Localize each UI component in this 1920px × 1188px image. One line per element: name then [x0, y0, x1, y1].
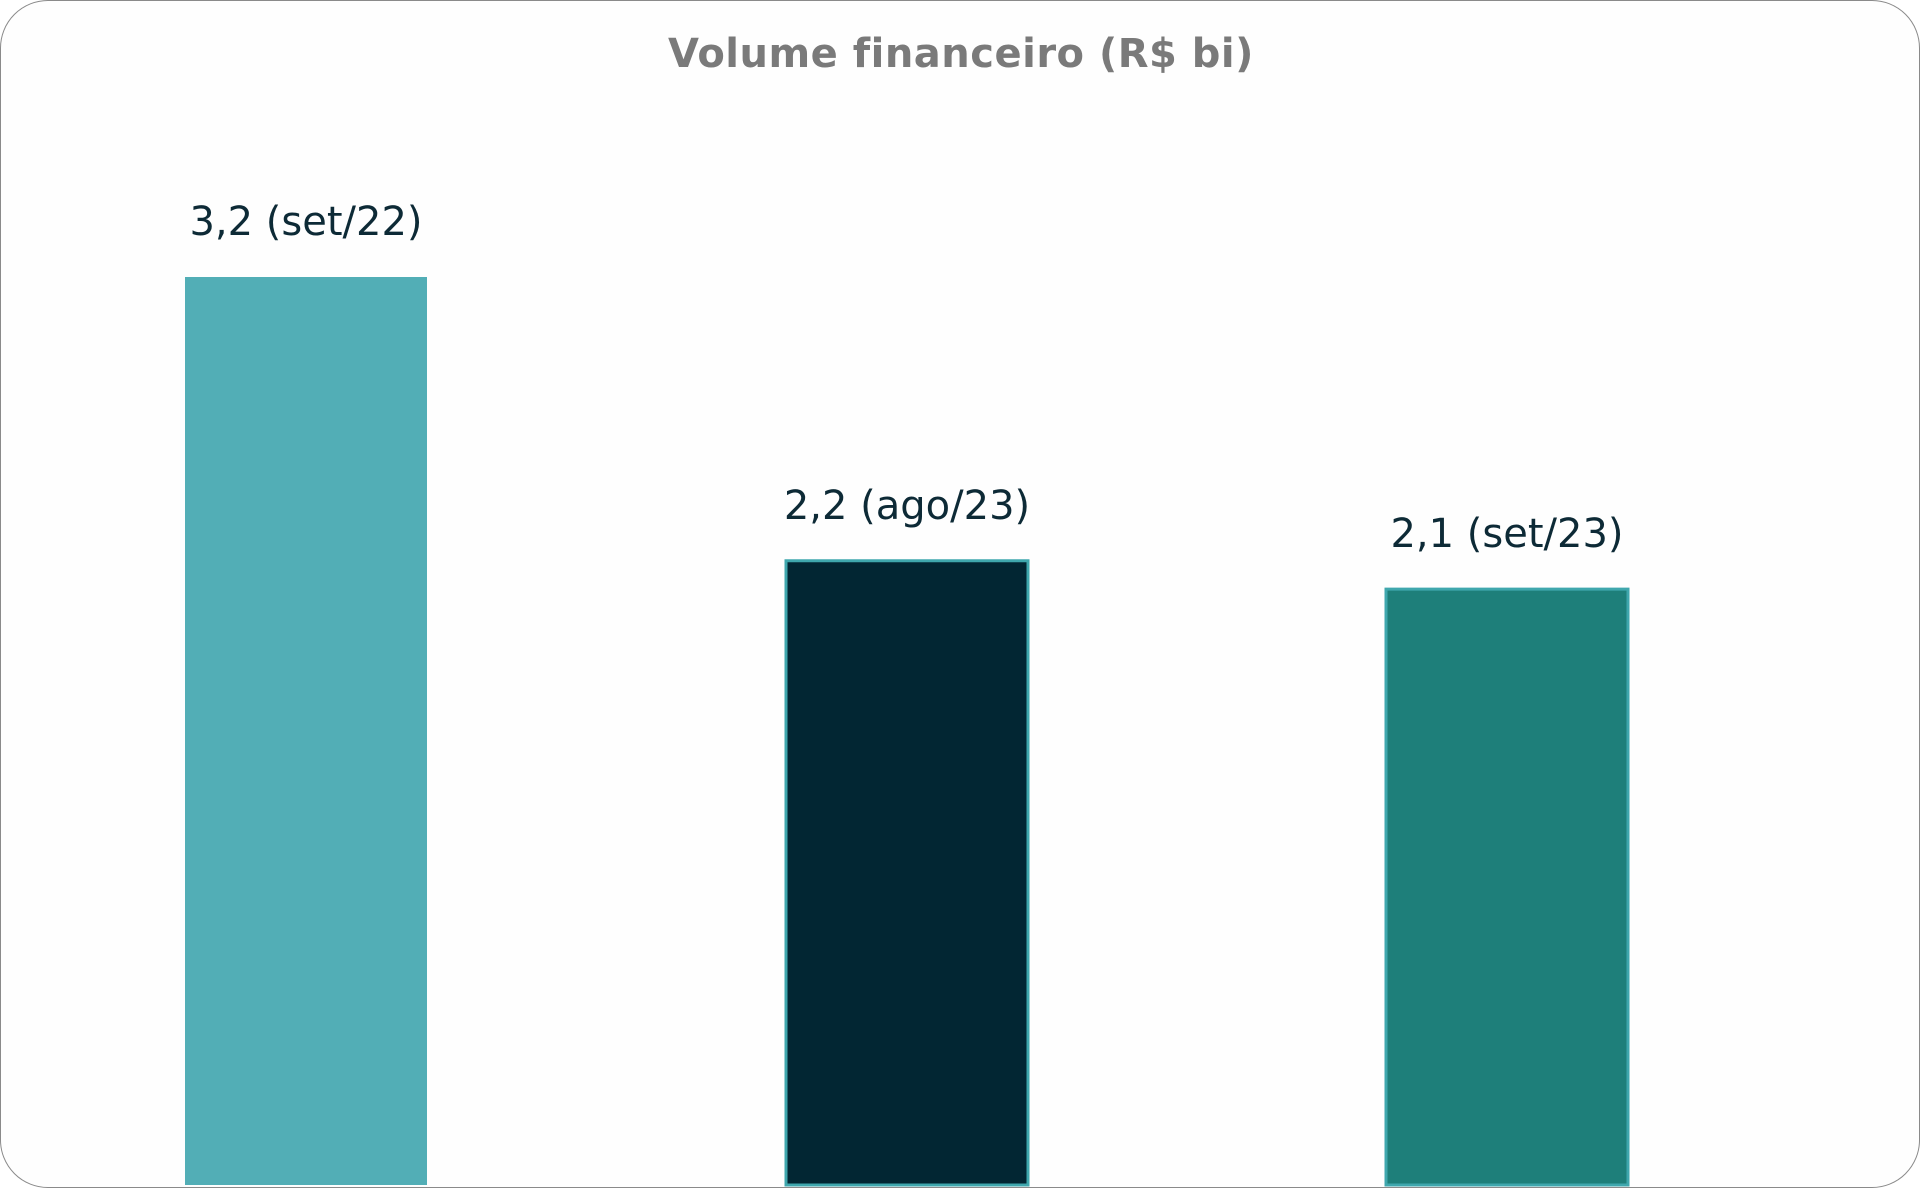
- data-label-ago-23: 2,2 (ago/23): [784, 483, 1030, 529]
- chart-title: Volume financeiro (R$ bi): [668, 31, 1254, 77]
- bar-set-22: [185, 277, 427, 1185]
- bar-ago-23: [784, 559, 1030, 1187]
- data-label-set-22: 3,2 (set/22): [189, 199, 422, 245]
- bar-set-23: [1384, 587, 1630, 1187]
- data-label-set-23: 2,1 (set/23): [1390, 511, 1623, 557]
